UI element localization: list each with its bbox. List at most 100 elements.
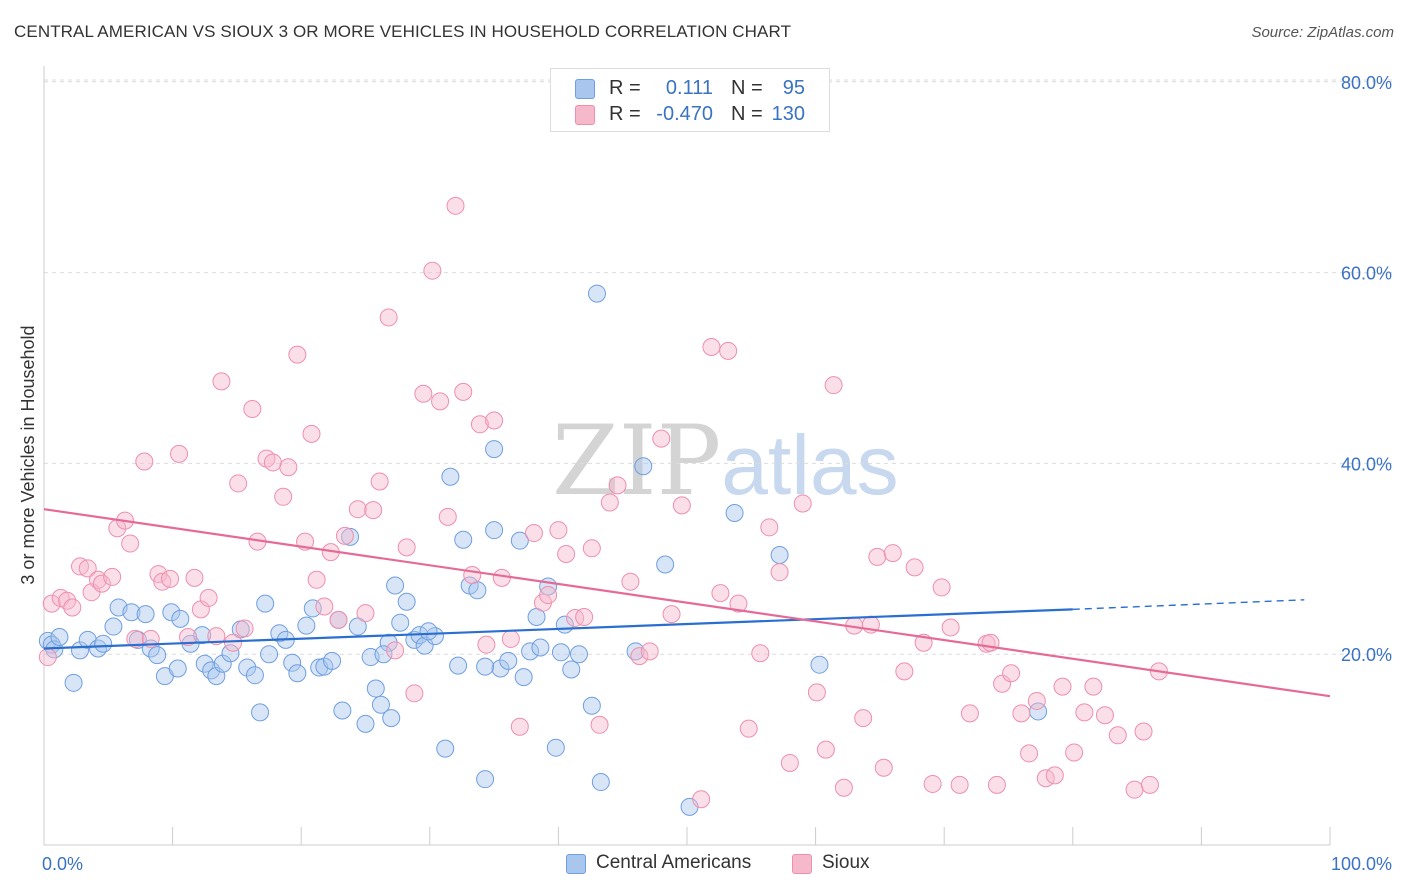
- central-american-point: [260, 645, 279, 664]
- central-american-point: [288, 664, 307, 683]
- central-american-point: [221, 644, 240, 663]
- watermark-atlas: atlas: [721, 418, 899, 512]
- y-tick-label: 60.0%: [1341, 264, 1392, 284]
- central-american-point: [162, 603, 181, 622]
- central-american-point: [499, 651, 518, 670]
- central-american-point: [382, 709, 401, 728]
- sioux-trend-line: [43, 508, 1331, 698]
- sioux-point: [454, 382, 473, 401]
- central-american-point: [374, 645, 393, 664]
- sioux-point: [279, 458, 298, 477]
- x-tick-label: 100.0%: [1331, 854, 1392, 874]
- sioux-point: [446, 196, 465, 215]
- sioux-point: [121, 534, 140, 553]
- central-american-point: [136, 605, 155, 624]
- central-american-point: [485, 521, 504, 540]
- central-american-point: [449, 656, 468, 675]
- sioux-point: [702, 338, 721, 357]
- sioux-point: [729, 594, 748, 613]
- central-american-point: [171, 609, 190, 628]
- sioux-point: [739, 719, 758, 738]
- trend-lines: [43, 508, 1331, 698]
- legend-swatch-sioux: [575, 105, 595, 125]
- sioux-point: [423, 261, 442, 280]
- sioux-point: [652, 429, 671, 448]
- central-american-point: [546, 738, 565, 757]
- central-american-point: [521, 642, 540, 661]
- sioux-point: [807, 683, 826, 702]
- legend-label: Central Americans: [596, 852, 752, 873]
- central-american-point: [634, 457, 653, 476]
- legend-n-value: 130: [771, 103, 805, 125]
- correlation-legend: R = 0.111 N = 95 R = -0.470 N = 130: [550, 68, 830, 132]
- central-american-point: [104, 617, 123, 636]
- central-trend-line: [43, 608, 1073, 650]
- central-american-point: [333, 701, 352, 720]
- sioux-point: [719, 341, 738, 360]
- central-american-point: [50, 628, 69, 647]
- central-american-point: [531, 638, 550, 657]
- sioux-point: [1065, 743, 1084, 762]
- sioux-point: [1095, 706, 1114, 725]
- sioux-point: [71, 557, 90, 576]
- sioux-point: [630, 647, 649, 666]
- central-american-point: [64, 673, 83, 692]
- sioux-point: [621, 572, 640, 591]
- sioux-point: [923, 774, 942, 793]
- sioux-point: [170, 444, 189, 463]
- sioux-point: [1027, 691, 1046, 710]
- sioux-point: [932, 578, 951, 597]
- central-american-point: [770, 545, 789, 564]
- central-american-point: [168, 659, 187, 678]
- y-tick-label: 40.0%: [1341, 454, 1392, 474]
- legend-label: Sioux: [822, 852, 870, 873]
- central-american-point: [270, 624, 289, 643]
- central-american-point: [213, 654, 232, 673]
- sioux-point: [405, 684, 424, 703]
- sioux-point: [640, 642, 659, 661]
- central-american-point: [371, 695, 390, 714]
- central-american-point: [297, 616, 316, 635]
- sioux-point: [397, 538, 416, 557]
- central-american-point: [810, 655, 829, 674]
- central-american-point: [379, 633, 398, 652]
- sioux-point: [212, 372, 231, 391]
- sioux-point: [524, 524, 543, 543]
- central-american-point: [491, 659, 510, 678]
- y-axis-label: 3 or more Vehicles in Household: [18, 325, 38, 584]
- sioux-point: [42, 594, 61, 613]
- sioux-point: [1134, 722, 1153, 741]
- central-american-point: [148, 646, 167, 665]
- sioux-point: [135, 452, 154, 471]
- legend-swatch-central: [575, 79, 595, 99]
- sioux-point: [38, 648, 57, 667]
- sioux-point: [600, 493, 619, 512]
- sioux-point: [883, 544, 902, 563]
- central-american-point: [256, 594, 275, 613]
- legend-r-label: R =: [609, 103, 641, 125]
- sioux-point: [960, 704, 979, 723]
- central-american-point: [94, 634, 113, 653]
- sioux-point: [126, 629, 145, 648]
- watermark: ZIPatlas: [552, 405, 899, 517]
- central-american-point: [725, 504, 744, 523]
- sioux-point: [179, 628, 198, 647]
- central-american-point: [245, 666, 264, 685]
- central-american-point: [436, 739, 455, 758]
- sioux-point: [274, 487, 293, 506]
- central-american-point: [397, 592, 416, 611]
- central-american-point: [89, 639, 108, 658]
- sioux-point: [364, 501, 383, 520]
- sioux-point: [793, 494, 812, 513]
- sioux-point: [510, 717, 529, 736]
- sioux-point: [348, 500, 367, 519]
- sioux-point: [315, 597, 334, 616]
- sioux-point: [711, 584, 730, 603]
- sioux-point: [263, 453, 282, 472]
- sioux-point: [1140, 775, 1159, 794]
- central-american-point: [283, 653, 302, 672]
- legend-r-value: 0.111: [665, 77, 713, 99]
- sioux-point: [1002, 664, 1021, 683]
- central-american-point: [238, 658, 257, 677]
- sioux-point: [672, 496, 691, 515]
